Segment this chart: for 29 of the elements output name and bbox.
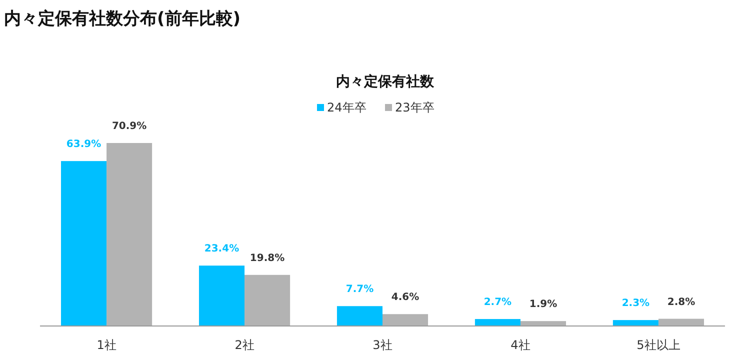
bar: [61, 161, 107, 326]
bar: [382, 314, 428, 326]
x-tick-label: 3社: [372, 338, 392, 352]
data-label: 2.3%: [622, 298, 650, 310]
legend-label: 24年卒: [327, 100, 366, 114]
bar: [106, 143, 152, 326]
data-label: 70.9%: [112, 121, 147, 132]
x-tick-label: 5社以上: [636, 338, 680, 352]
data-label: 7.7%: [346, 284, 374, 296]
bar: [612, 320, 658, 326]
data-label: 2.8%: [667, 296, 696, 308]
data-label: 4.6%: [391, 292, 420, 304]
bar: [658, 318, 704, 326]
data-label: 19.8%: [250, 252, 285, 264]
bar: [520, 321, 566, 326]
data-label: 1.9%: [529, 299, 558, 310]
bar: [244, 274, 290, 326]
bar: [336, 306, 382, 326]
data-label: 23.4%: [204, 244, 240, 255]
legend-label: 23年卒: [395, 100, 434, 114]
x-tick-label: 4社: [510, 338, 530, 352]
bar: [474, 319, 520, 326]
data-label: 2.7%: [484, 297, 512, 308]
chart-title: 内々定保有社数分布(前年比較): [4, 9, 241, 29]
chart-subtitle: 内々定保有社数: [336, 73, 435, 90]
x-tick-label: 2社: [234, 338, 254, 352]
bar: [198, 266, 245, 326]
data-label: 63.9%: [66, 139, 102, 150]
x-tick-label: 1社: [96, 338, 116, 352]
